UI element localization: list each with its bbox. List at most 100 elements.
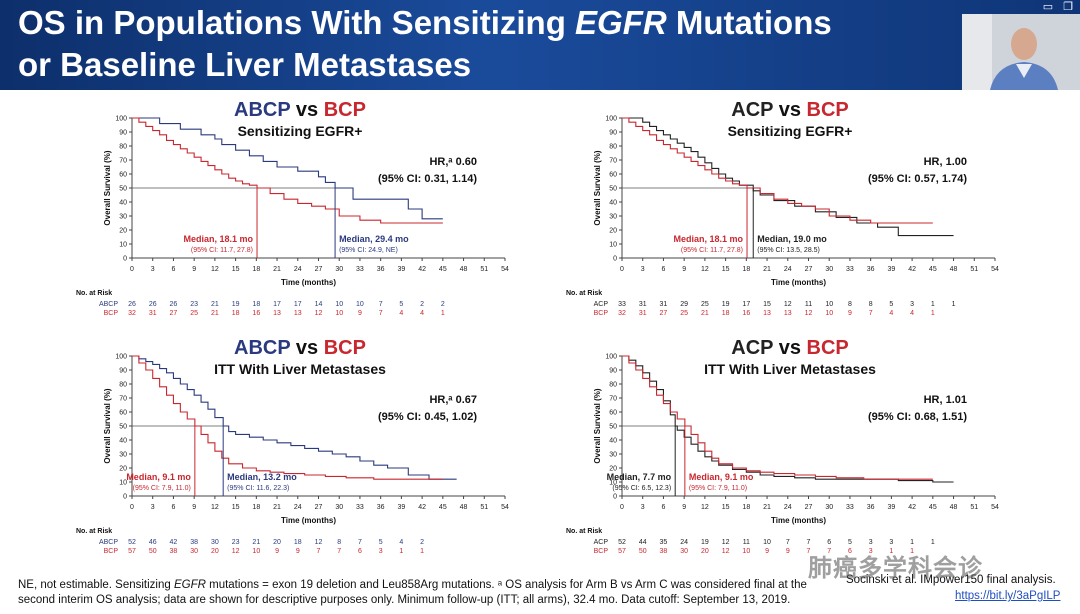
at-risk-value: 13	[273, 310, 281, 317]
x-tick-label: 21	[273, 266, 281, 273]
panel-title-vs: vs	[773, 337, 806, 359]
at-risk-value: 11	[805, 301, 812, 308]
at-risk-value: 10	[742, 548, 750, 555]
at-risk-value: 3	[869, 548, 873, 555]
at-risk-value: 10	[825, 310, 833, 317]
y-tick-label: 20	[609, 466, 617, 473]
at-risk-value: 1	[399, 548, 403, 555]
at-risk-value: 30	[680, 548, 688, 555]
y-tick-label: 30	[609, 452, 617, 459]
hazard-ratio-ci: (95% CI: 0.68, 1.51)	[868, 411, 967, 423]
x-tick-label: 54	[501, 266, 509, 273]
at-risk-row-label: ABCP	[99, 301, 118, 308]
restore-icon[interactable]: ❐	[1063, 1, 1073, 13]
at-risk-value: 26	[128, 301, 136, 308]
at-risk-value: 7	[337, 548, 341, 555]
at-risk-row-label: BCP	[104, 310, 119, 317]
at-risk-value: 26	[149, 301, 157, 308]
panel-title-arm2: BCP	[324, 337, 366, 359]
at-risk-row-label: ACP	[594, 301, 609, 308]
x-tick-label: 42	[418, 266, 426, 273]
x-tick-label: 6	[171, 266, 175, 273]
x-tick-label: 6	[661, 266, 665, 273]
y-tick-label: 80	[119, 382, 127, 389]
x-tick-label: 51	[970, 266, 978, 273]
at-risk-value: 3	[379, 548, 383, 555]
km-curve-abcp	[132, 117, 443, 220]
at-risk-value: 7	[317, 548, 321, 555]
y-tick-label: 50	[609, 424, 617, 431]
median-label: Median, 18.1 mo	[183, 234, 253, 244]
at-risk-value: 31	[639, 310, 647, 317]
x-tick-label: 6	[171, 504, 175, 511]
x-tick-label: 27	[805, 504, 813, 511]
at-risk-value: 10	[356, 301, 364, 308]
at-risk-value: 4	[420, 310, 424, 317]
hazard-ratio-ci: (95% CI: 0.57, 1.74)	[868, 173, 967, 185]
panel-title-vs: vs	[773, 99, 806, 121]
citation-link[interactable]: https://bit.ly/3aPgILP	[955, 590, 1061, 602]
at-risk-value: 18	[252, 301, 260, 308]
y-tick-label: 100	[115, 354, 127, 361]
median-ci-label: (95% CI: 7.9, 11.0)	[133, 485, 191, 492]
at-risk-value: 6	[848, 548, 852, 555]
at-risk-value: 25	[701, 301, 709, 308]
x-tick-label: 21	[273, 504, 281, 511]
median-label: Median, 9.1 mo	[126, 472, 191, 482]
at-risk-value: 38	[660, 548, 668, 555]
x-tick-label: 30	[335, 504, 343, 511]
median-ci-label: (95% CI: 11.6, 22.3)	[227, 485, 289, 492]
at-risk-value: 9	[275, 548, 279, 555]
x-tick-label: 36	[867, 504, 875, 511]
at-risk-value: 1	[952, 301, 956, 308]
at-risk-value: 13	[784, 310, 792, 317]
at-risk-value: 24	[680, 539, 688, 546]
y-tick-label: 40	[609, 438, 617, 445]
y-tick-label: 0	[613, 494, 617, 501]
at-risk-value: 4	[889, 310, 893, 317]
x-tick-label: 3	[151, 266, 155, 273]
x-tick-label: 54	[991, 504, 999, 511]
at-risk-value: 19	[232, 301, 240, 308]
y-tick-label: 50	[119, 424, 127, 431]
x-tick-label: 27	[805, 266, 813, 273]
x-tick-label: 15	[722, 266, 730, 273]
at-risk-value: 17	[294, 301, 302, 308]
at-risk-value: 9	[786, 548, 790, 555]
median-label: Median, 9.1 mo	[689, 472, 754, 482]
at-risk-value: 10	[825, 301, 833, 308]
at-risk-value: 57	[618, 548, 626, 555]
x-tick-label: 42	[908, 266, 916, 273]
y-axis-label: Overall Survival (%)	[593, 388, 602, 463]
at-risk-value: 7	[807, 548, 811, 555]
median-ci-label: (95% CI: 7.9, 11.0)	[689, 485, 747, 492]
at-risk-value: 18	[722, 310, 730, 317]
at-risk-value: 1	[931, 539, 935, 546]
panel-title-arm1: ABCP	[234, 337, 290, 359]
panel-title-arm2: BCP	[807, 99, 849, 121]
x-tick-label: 27	[315, 266, 323, 273]
at-risk-value: 16	[742, 310, 750, 317]
at-risk-value: 2	[441, 301, 445, 308]
median-ci-label: (95% CI: 13.5, 28.5)	[757, 247, 820, 254]
x-tick-label: 39	[397, 504, 405, 511]
at-risk-value: 3	[869, 539, 873, 546]
at-risk-value: 8	[848, 301, 852, 308]
x-tick-label: 27	[315, 504, 323, 511]
y-tick-label: 10	[609, 242, 617, 249]
at-risk-value: 38	[190, 539, 198, 546]
at-risk-value: 31	[660, 301, 668, 308]
at-risk-value: 17	[273, 301, 281, 308]
x-tick-label: 51	[480, 504, 488, 511]
x-tick-label: 24	[294, 266, 302, 273]
at-risk-value: 9	[358, 310, 362, 317]
x-tick-label: 39	[397, 266, 405, 273]
x-tick-label: 15	[232, 504, 240, 511]
minimize-icon[interactable]: ▭	[1042, 1, 1054, 13]
y-tick-label: 30	[119, 214, 127, 221]
x-tick-label: 45	[439, 266, 447, 273]
at-risk-value: 21	[211, 310, 219, 317]
median-ci-label: (95% CI: 11.7, 27.8)	[191, 247, 253, 254]
at-risk-value: 17	[742, 301, 750, 308]
y-tick-label: 70	[609, 396, 617, 403]
